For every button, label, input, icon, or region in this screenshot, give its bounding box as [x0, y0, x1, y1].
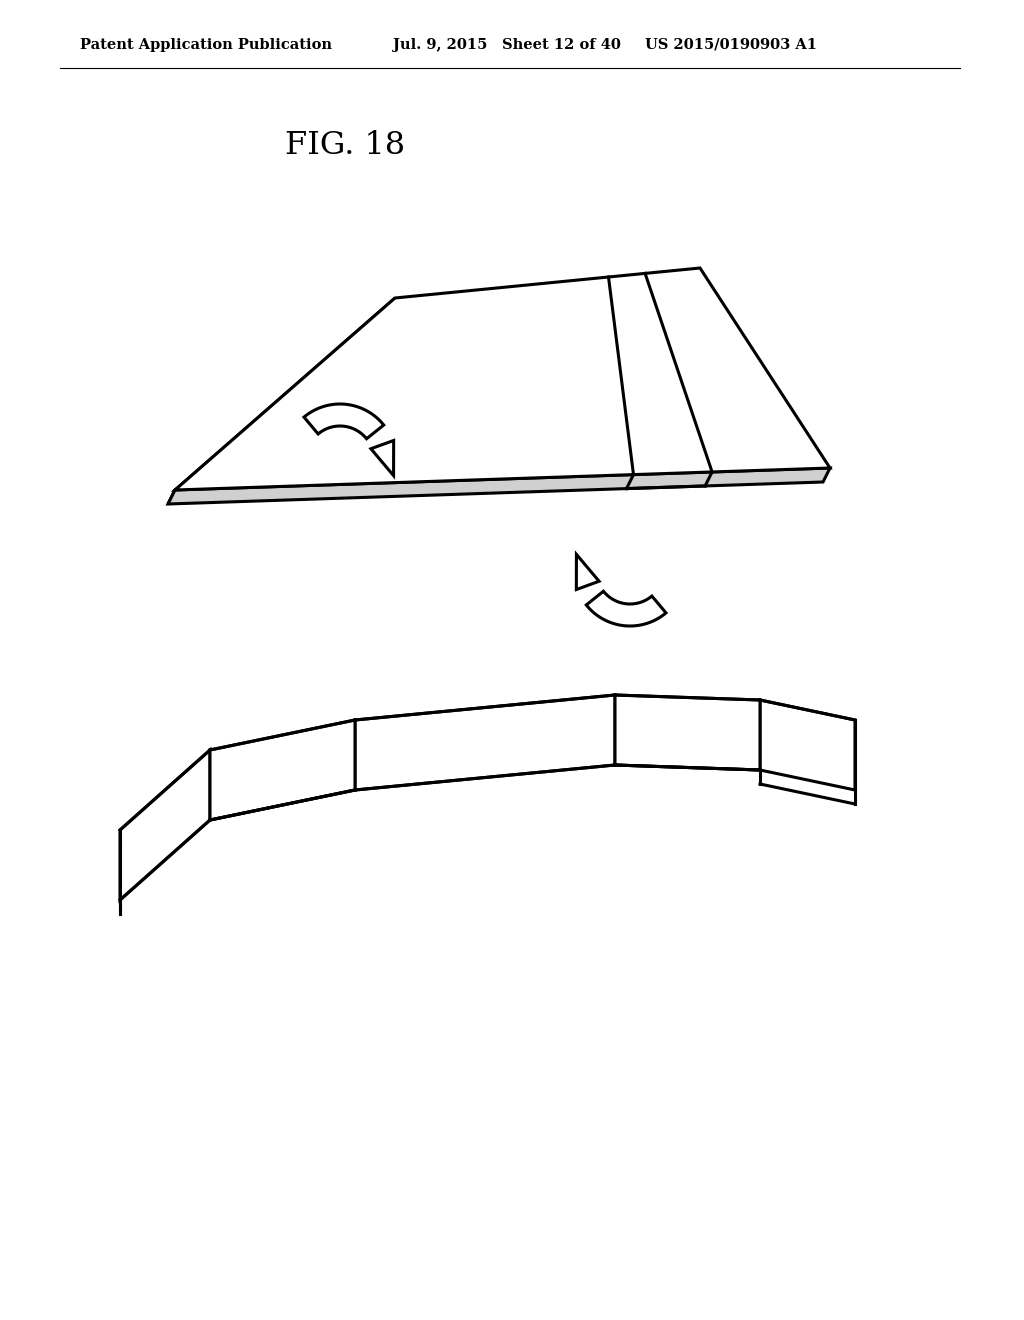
Polygon shape	[120, 750, 210, 900]
Text: Jul. 9, 2015: Jul. 9, 2015	[393, 38, 487, 51]
Text: US 2015/0190903 A1: US 2015/0190903 A1	[645, 38, 817, 51]
Text: Sheet 12 of 40: Sheet 12 of 40	[502, 38, 621, 51]
Polygon shape	[371, 441, 393, 475]
Polygon shape	[168, 469, 830, 504]
Polygon shape	[760, 700, 855, 789]
Text: FIG. 18: FIG. 18	[285, 129, 406, 161]
Polygon shape	[355, 696, 615, 789]
Polygon shape	[175, 268, 830, 490]
Text: Patent Application Publication: Patent Application Publication	[80, 38, 332, 51]
Polygon shape	[168, 298, 395, 504]
Polygon shape	[304, 404, 384, 438]
Polygon shape	[615, 696, 760, 770]
Polygon shape	[577, 554, 599, 590]
Polygon shape	[587, 591, 666, 626]
Polygon shape	[210, 719, 355, 820]
